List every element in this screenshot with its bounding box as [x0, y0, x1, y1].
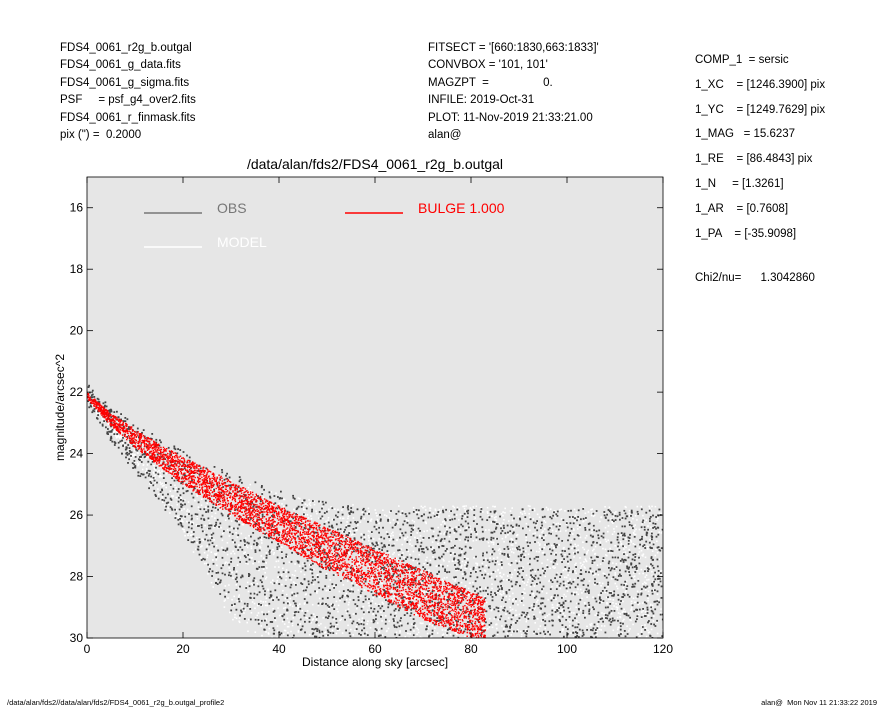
y-tick-label: 24 — [70, 447, 84, 461]
legend-model-label: MODEL — [217, 234, 267, 250]
header-left-line-1: FDS4_0061_g_data.fits — [60, 59, 181, 72]
header-middle-line-1: CONVBOX = '101, 101' — [428, 59, 548, 72]
y-tick-label: 28 — [70, 570, 84, 584]
y-tick-label: 26 — [70, 508, 84, 522]
y-tick-label: 30 — [70, 631, 84, 645]
header-middle-line-0: FITSECT = '[660:1830,663:1833]' — [428, 42, 599, 54]
footer-right: alan@ Mon Nov 11 21:33:22 2019 — [761, 698, 877, 707]
header-left: FDS4_0061_r2g_b.outgal FDS4_0061_g_data.f… — [60, 40, 196, 144]
fit-param-line-4: 1_RE = [86.4843] pix — [695, 153, 813, 166]
fit-param-line-5: 1_N = [1.3261] — [695, 177, 784, 190]
y-axis-label: magnitude/arcsec^2 — [53, 354, 67, 461]
y-tick-label: 16 — [70, 201, 84, 215]
header-left-line-0: FDS4_0061_r2g_b.outgal — [60, 42, 192, 54]
chi2-readout: Chi2/nu= 1.3042860 — [695, 272, 815, 284]
fit-param-line-0: COMP_1 = sersic — [695, 54, 789, 66]
header-right: COMP_1 = sersic 1_XC = [1246.3900] pix 1_Y… — [695, 48, 825, 246]
chi2-label: Chi2/nu= — [695, 272, 742, 284]
x-tick-label: 120 — [653, 642, 673, 656]
fit-param-line-3: 1_MAG = 15.6237 — [695, 128, 796, 141]
x-tick-label: 40 — [272, 642, 286, 656]
header-middle-line-2: MAGZPT = 0. — [428, 76, 553, 89]
x-axis-label: Distance along sky [arcsec] — [302, 655, 448, 669]
legend-obs-label: OBS — [217, 200, 247, 216]
y-tick-label: 20 — [70, 324, 84, 338]
fit-param-line-1: 1_XC = [1246.3900] pix — [695, 78, 826, 91]
header-middle-line-3: INFILE: 2019-Oct-31 — [428, 94, 535, 107]
fit-param-line-2: 1_YC = [1249.7629] pix — [695, 103, 826, 116]
fit-param-line-7: 1_PA = [-35.9098] — [695, 227, 797, 240]
chi2-value: 1.3042860 — [760, 272, 815, 284]
header-middle-line-4: PLOT: 11-Nov-2019 21:33:21.00 — [428, 111, 593, 124]
legend-bulge-1-000-label: BULGE 1.000 — [418, 200, 505, 216]
x-tick-label: 20 — [176, 642, 190, 656]
series-bulge-1-000 — [87, 391, 486, 638]
header-left-line-5: pix (") = 0.2000 — [60, 129, 142, 142]
header-left-line-3: PSF = psf_g4_over2.fits — [60, 94, 196, 107]
x-tick-label: 100 — [557, 642, 577, 656]
x-tick-label: 60 — [368, 642, 382, 656]
x-tick-label: 0 — [84, 642, 91, 656]
header-left-line-2: FDS4_0061_g_sigma.fits — [60, 76, 190, 89]
footer-left: /data/alan/fds2//data/alan/fds2/FDS4_006… — [7, 698, 225, 707]
header-middle-line-5: alan@ — [428, 129, 462, 142]
header-left-line-4: FDS4_0061_r_finmask.fits — [60, 111, 196, 124]
fit-param-line-6: 1_AR = [0.7608] — [695, 202, 789, 215]
chart-title: /data/alan/fds2/FDS4_0061_r2g_b.outgal — [246, 156, 504, 172]
y-tick-label: 18 — [70, 262, 84, 276]
y-tick-label: 22 — [70, 385, 84, 399]
header-middle: FITSECT = '[660:1830,663:1833]' CONVBOX =… — [428, 40, 599, 144]
x-tick-label: 80 — [464, 642, 478, 656]
